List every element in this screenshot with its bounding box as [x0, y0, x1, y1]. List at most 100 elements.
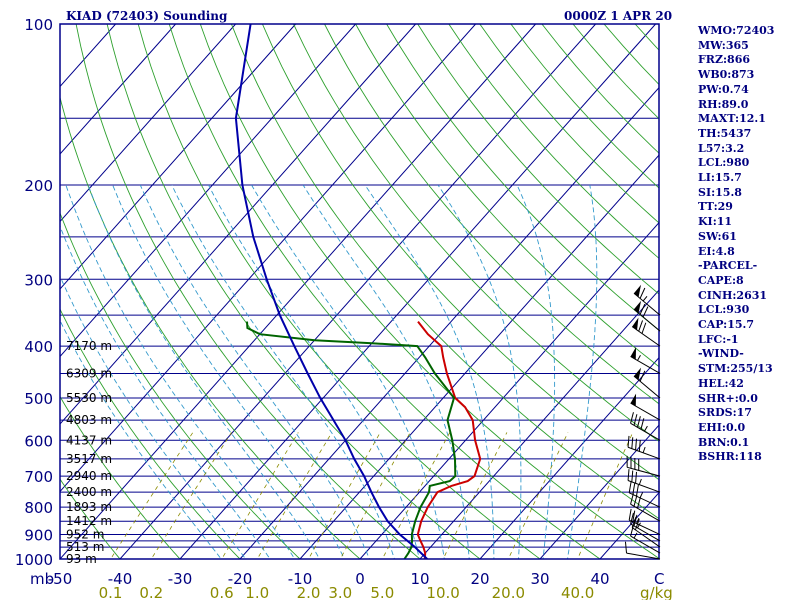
- height-label: 952 m: [66, 528, 104, 542]
- index-item: BRN:0.1: [698, 435, 750, 449]
- mixing-ratio-label: 0.2: [139, 584, 163, 600]
- moist-adiabat: [87, 184, 321, 559]
- height-label: 513 m: [66, 540, 104, 554]
- index-item: CAPE:8: [698, 273, 744, 287]
- dry-adiabat: [60, 478, 121, 559]
- index-item: FRZ:866: [698, 53, 751, 67]
- wind-barb: [630, 346, 661, 374]
- pressure-tick-label: 700: [24, 468, 53, 486]
- moist-adiabat: [60, 275, 247, 559]
- mixing-ratio-line: [221, 432, 299, 559]
- index-item: -WIND-: [698, 347, 744, 361]
- index-item: STM:255/13: [698, 362, 773, 376]
- pressure-tick-label: 600: [24, 432, 53, 450]
- dry-adiabat: [60, 95, 361, 559]
- dry-adiabat: [230, 24, 659, 520]
- index-item: L57:3.2: [698, 141, 745, 155]
- temperature-tick-label: 30: [530, 570, 549, 588]
- isotherm--110: [60, 24, 176, 155]
- index-item: RH:89.0: [698, 97, 749, 111]
- isotherm-10: [419, 289, 659, 559]
- wind-barb: [630, 512, 661, 542]
- index-item: EHI:0.0: [698, 420, 746, 434]
- dry-adiabat: [261, 24, 659, 481]
- sounding-profiles: [234, 24, 482, 559]
- height-label: 4137 m: [66, 433, 112, 447]
- dry-adiabat: [106, 24, 481, 559]
- pressure-tick-label: 800: [24, 499, 53, 517]
- mixing-ratio-line: [339, 432, 411, 559]
- plot-frame: [59, 23, 660, 560]
- dry-adiabat: [324, 24, 659, 405]
- moist-adiabat: [567, 185, 598, 559]
- temperature-tick-label: 20: [470, 570, 489, 588]
- height-label: 6309 m: [66, 366, 112, 380]
- mixing-ratio-label: 3.0: [328, 584, 352, 600]
- wind-barb: [627, 469, 661, 493]
- wind-barb: [630, 524, 661, 554]
- dewpoint-profile: [246, 321, 457, 559]
- moist-adiabat: [208, 184, 420, 559]
- isotherm-0: [359, 221, 659, 559]
- isotherm--10: [299, 154, 659, 559]
- isotherm--70: [60, 24, 416, 425]
- wind-barb: [626, 455, 661, 477]
- height-label: 5530 m: [66, 391, 112, 405]
- mixing-ratio-line: [577, 432, 634, 559]
- dry-adiabat: [60, 395, 181, 559]
- wind-barb: [630, 412, 661, 441]
- isotherm--90: [60, 24, 296, 290]
- chart-title-time: 0000Z 1 APR 20: [564, 9, 672, 23]
- isotherm--40: [119, 24, 596, 559]
- dry-adiabat: [293, 24, 659, 442]
- isotherm-20: [479, 356, 659, 559]
- temperature-tick-label: -30: [168, 570, 193, 588]
- index-item: TT:29: [698, 200, 733, 214]
- pressure-tick-label: 1000: [15, 551, 53, 569]
- moist-adiabat: [139, 184, 370, 559]
- dry-adiabat: [168, 24, 601, 559]
- mixing-ratio-label: 10.0: [426, 584, 459, 600]
- index-item: SI:15.8: [698, 185, 742, 199]
- mixing-ratio-label: 0.6: [210, 584, 234, 600]
- index-item: WMO:72403: [698, 24, 775, 37]
- height-label: 1893 m: [66, 500, 112, 514]
- wind-barb: [628, 481, 661, 508]
- height-label: 2940 m: [66, 469, 112, 483]
- temperature-unit-label: C: [654, 570, 664, 588]
- mixing-ratio-line: [381, 432, 451, 559]
- temperature-tick-label: 0: [355, 570, 365, 588]
- mixing-ratio-line: [150, 432, 232, 559]
- index-item: LCL:930: [698, 303, 750, 317]
- dry-adiabat: [137, 24, 541, 559]
- index-item: CINH:2631: [698, 288, 768, 302]
- temperature-tick-label: -50: [48, 570, 73, 588]
- wind-barb: [624, 541, 661, 560]
- pressure-tick-label: 500: [24, 390, 53, 408]
- pressure-tick-label: 400: [24, 338, 53, 356]
- temperature-tick-label: 40: [590, 570, 609, 588]
- index-item: LCL:980: [698, 156, 750, 170]
- dry-adiabat: [417, 24, 659, 295]
- isotherm--20: [239, 86, 659, 559]
- mixing-ratio-line: [110, 432, 194, 559]
- chart-title-station: KIAD (72403) Sounding: [66, 9, 228, 23]
- height-label: 4803 m: [66, 413, 112, 427]
- pressure-tick-label: 100: [24, 16, 53, 34]
- moist-adiabat: [364, 184, 495, 559]
- mixing-ratio-line: [442, 432, 508, 559]
- moist-adiabat: [302, 184, 470, 559]
- dry-adiabat: [386, 24, 659, 331]
- dry-adiabat: [355, 24, 659, 368]
- moist-adiabat: [65, 184, 296, 559]
- index-item: KI:11: [698, 215, 733, 229]
- moist-adiabat: [171, 184, 395, 559]
- temperature-tick-label: -40: [108, 570, 133, 588]
- moist-adiabat: [60, 224, 271, 559]
- background-lines: [60, 24, 659, 559]
- temperature-tick-label: -10: [288, 570, 313, 588]
- index-item: EI:4.8: [698, 244, 735, 258]
- wind-barb: [630, 393, 661, 421]
